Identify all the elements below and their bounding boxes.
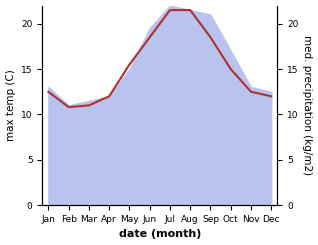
Y-axis label: max temp (C): max temp (C) xyxy=(5,70,16,141)
Y-axis label: med. precipitation (kg/m2): med. precipitation (kg/m2) xyxy=(302,35,313,175)
X-axis label: date (month): date (month) xyxy=(119,230,201,239)
